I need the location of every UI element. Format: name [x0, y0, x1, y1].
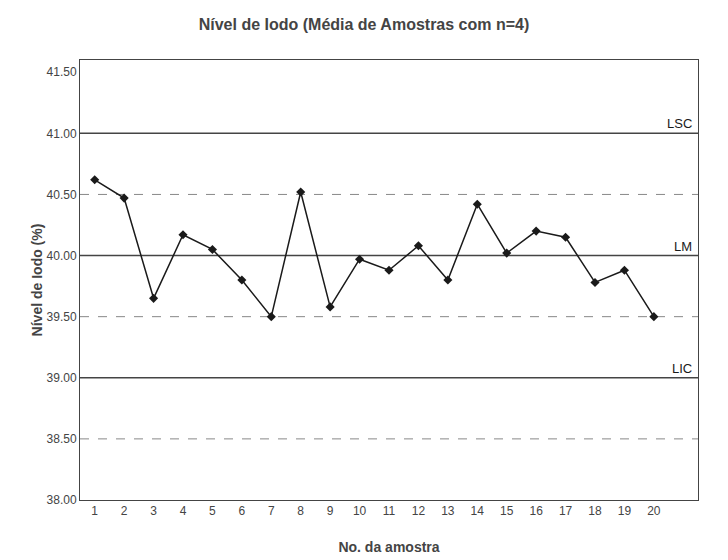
svg-text:LM: LM: [674, 239, 692, 254]
svg-text:16: 16: [529, 504, 543, 518]
svg-text:41.50: 41.50: [47, 65, 77, 79]
svg-text:Nível de Iodo (%): Nível de Iodo (%): [29, 224, 45, 337]
svg-text:41.00: 41.00: [47, 127, 77, 141]
svg-text:11: 11: [383, 504, 396, 518]
svg-text:3: 3: [150, 504, 157, 518]
svg-text:7: 7: [268, 504, 275, 518]
svg-text:LIC: LIC: [672, 361, 692, 376]
svg-text:No. da amostra: No. da amostra: [338, 539, 439, 555]
svg-text:38.00: 38.00: [47, 493, 77, 507]
svg-text:Nível de Iodo (Média de Amostr: Nível de Iodo (Média de Amostras com n=4…: [199, 16, 530, 33]
svg-text:17: 17: [559, 504, 573, 518]
svg-text:4: 4: [180, 504, 187, 518]
svg-text:9: 9: [327, 504, 334, 518]
svg-text:12: 12: [412, 504, 426, 518]
svg-text:40.50: 40.50: [47, 188, 77, 202]
svg-text:13: 13: [441, 504, 455, 518]
svg-text:8: 8: [297, 504, 304, 518]
svg-text:14: 14: [471, 504, 485, 518]
svg-text:LSC: LSC: [667, 116, 692, 131]
svg-text:20: 20: [647, 504, 661, 518]
svg-text:2: 2: [121, 504, 128, 518]
svg-text:10: 10: [353, 504, 367, 518]
svg-text:39.00: 39.00: [47, 371, 77, 385]
svg-text:39.50: 39.50: [47, 310, 77, 324]
svg-text:40.00: 40.00: [47, 249, 77, 263]
svg-text:15: 15: [500, 504, 514, 518]
svg-text:5: 5: [209, 504, 216, 518]
svg-text:38.50: 38.50: [47, 432, 77, 446]
svg-text:19: 19: [618, 504, 632, 518]
svg-text:1: 1: [91, 504, 98, 518]
svg-text:6: 6: [239, 504, 246, 518]
svg-text:18: 18: [588, 504, 602, 518]
